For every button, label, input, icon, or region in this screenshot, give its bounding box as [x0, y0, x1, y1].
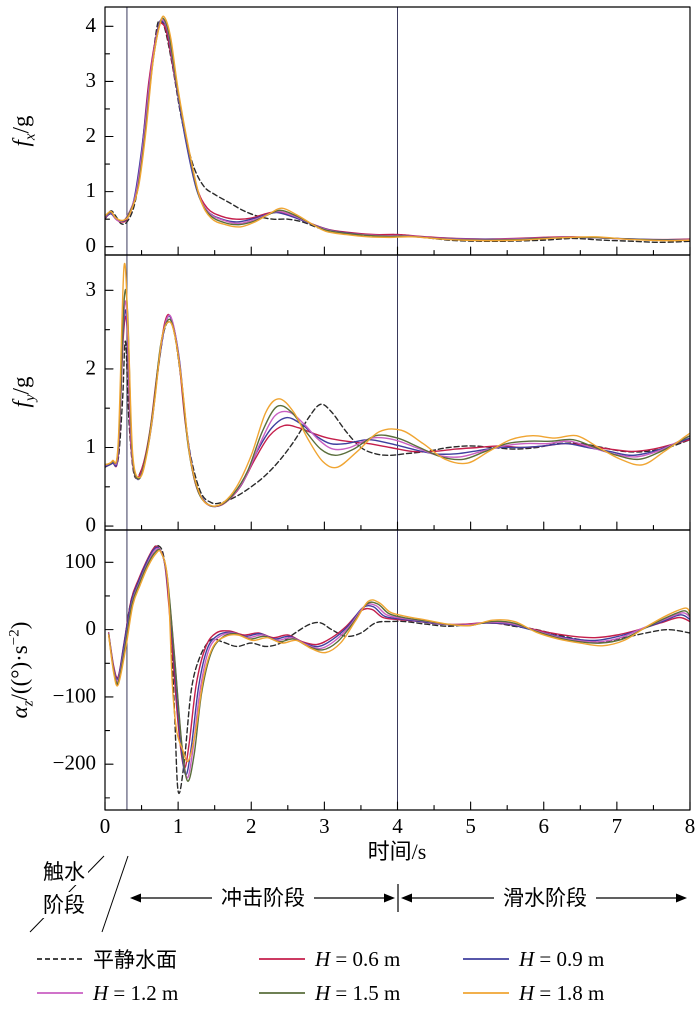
legend-item-h18: H = 1.8 m: [462, 980, 604, 1006]
legend-item-h06: H = 0.6 m: [258, 946, 400, 972]
y-axis-title-az: αz/((°)·s−2): [6, 621, 37, 719]
legend-line-sample: [463, 958, 509, 960]
phase1-label-line2: 阶段: [40, 892, 88, 918]
legend-item-calm: 平静水面: [36, 946, 177, 972]
y-axis-title-fx: fx/g: [8, 115, 39, 147]
legend-label: H = 1.2 m: [93, 980, 179, 1005]
impact-phase-label: 冲击阶段: [218, 885, 308, 911]
legend-label: H = 0.9 m: [519, 946, 605, 971]
impact-arrowhead-right: [384, 893, 395, 903]
legend-line-sample: [259, 992, 305, 994]
phase1-diagonal-line-right: [101, 855, 129, 933]
glide-phase-label: 滑水阶段: [500, 885, 590, 911]
legend-line-sample: [37, 958, 83, 960]
y-axis-title-fy: fy/g: [8, 376, 39, 408]
phase-annotation-area: 触水 阶段 冲击阶段 滑水阶段: [0, 854, 700, 940]
legend-item-h15: H = 1.5 m: [258, 980, 400, 1006]
legend-item-h09: H = 0.9 m: [462, 946, 604, 972]
legend-line-sample: [463, 992, 509, 994]
legend-line-sample: [259, 958, 305, 960]
legend-label: H = 0.6 m: [315, 946, 401, 971]
legend-label: H = 1.5 m: [315, 980, 401, 1005]
legend: 平静水面 H = 0.6 m H = 0.9 m H = 1.2 m H = 1.5 m…: [0, 944, 700, 1011]
legend-label: 平静水面: [93, 948, 177, 972]
phase1-label-line1: 触水: [40, 859, 88, 885]
impact-arrowhead-left: [130, 893, 141, 903]
x-axis-title: 时间/s: [367, 839, 427, 864]
legend-label: H = 1.8 m: [519, 980, 605, 1005]
legend-item-h12: H = 1.2 m: [36, 980, 178, 1006]
glide-arrowhead-left: [401, 893, 412, 903]
legend-line-sample: [37, 992, 83, 994]
glide-arrowhead-right: [676, 893, 687, 903]
chart-canvas: [0, 0, 700, 840]
phase-annotation-graphics: [29, 855, 687, 933]
